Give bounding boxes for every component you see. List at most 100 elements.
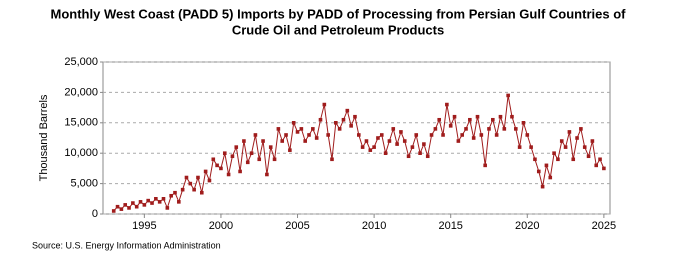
point xyxy=(502,127,507,131)
point xyxy=(134,204,139,209)
point xyxy=(272,157,277,162)
point xyxy=(579,127,583,131)
point xyxy=(590,139,595,143)
point xyxy=(322,102,327,107)
point xyxy=(111,209,116,213)
point xyxy=(180,187,185,192)
point xyxy=(368,148,373,152)
point xyxy=(506,93,510,98)
point xyxy=(154,197,158,201)
point xyxy=(276,127,281,131)
point xyxy=(295,130,300,134)
point xyxy=(422,142,426,146)
point xyxy=(556,157,560,162)
point xyxy=(115,204,120,209)
point xyxy=(215,163,219,168)
point xyxy=(406,154,411,159)
point xyxy=(456,139,461,143)
point xyxy=(341,117,346,122)
point xyxy=(280,139,285,143)
point xyxy=(356,133,361,137)
point xyxy=(414,133,419,137)
point xyxy=(491,117,495,122)
point xyxy=(582,145,587,149)
point xyxy=(418,151,422,155)
point xyxy=(540,184,545,189)
y-tick-label: 0 xyxy=(92,208,98,220)
point xyxy=(425,154,430,159)
point xyxy=(376,136,380,140)
point xyxy=(460,133,464,137)
point xyxy=(433,127,438,131)
point xyxy=(536,169,541,174)
point xyxy=(150,201,154,205)
point xyxy=(475,114,480,119)
point xyxy=(299,127,304,131)
point xyxy=(483,163,487,168)
y-tick-label: 10,000 xyxy=(64,147,98,159)
point xyxy=(353,114,357,119)
point xyxy=(395,142,399,146)
point xyxy=(559,139,564,143)
point xyxy=(334,121,338,125)
point xyxy=(238,169,242,174)
point xyxy=(379,133,384,137)
source: Source: U.S. Energy Information Administ… xyxy=(32,240,221,250)
point xyxy=(391,127,396,131)
point xyxy=(192,187,196,192)
point xyxy=(525,133,530,137)
point xyxy=(222,151,227,155)
chart-title: Monthly West Coast (PADD 5) Imports by P… xyxy=(51,6,627,21)
x-tick-label: 2015 xyxy=(438,220,462,232)
point xyxy=(169,193,173,198)
point xyxy=(265,172,269,177)
point xyxy=(441,133,445,137)
x-tick-label: 2025 xyxy=(592,220,616,232)
y-tick-label: 15,000 xyxy=(64,117,98,129)
point xyxy=(372,145,376,149)
point xyxy=(188,181,193,186)
x-tick-label: 2000 xyxy=(209,220,233,232)
point xyxy=(203,169,208,174)
point xyxy=(253,133,258,137)
point xyxy=(219,166,223,171)
point xyxy=(567,130,572,134)
point xyxy=(199,190,204,195)
point xyxy=(268,145,273,149)
point xyxy=(318,117,323,122)
point xyxy=(245,160,250,165)
point xyxy=(468,117,472,122)
point xyxy=(521,121,526,125)
point xyxy=(448,124,453,128)
point xyxy=(230,154,235,159)
point xyxy=(452,114,457,119)
point xyxy=(165,206,170,210)
point xyxy=(284,133,288,137)
point xyxy=(142,203,147,207)
point xyxy=(445,102,449,107)
point xyxy=(127,206,131,210)
point xyxy=(498,114,503,119)
point xyxy=(552,151,556,155)
point xyxy=(349,124,353,128)
point xyxy=(399,130,403,134)
point xyxy=(510,114,514,119)
point xyxy=(261,139,265,143)
y-axis-label: Thousand Barrels xyxy=(38,94,50,181)
x-tick-label: 2010 xyxy=(362,220,386,232)
point xyxy=(311,127,315,131)
point xyxy=(307,133,311,137)
y-tick-label: 25,000 xyxy=(64,56,98,68)
point xyxy=(330,157,334,162)
chart-title: Crude Oil and Petroleum Products xyxy=(232,22,444,37)
x-tick-label: 2020 xyxy=(515,220,539,232)
point xyxy=(288,148,292,152)
point xyxy=(257,157,262,162)
point xyxy=(548,175,553,180)
point xyxy=(437,117,442,122)
point xyxy=(345,108,350,113)
point xyxy=(123,203,128,207)
point xyxy=(364,139,369,143)
